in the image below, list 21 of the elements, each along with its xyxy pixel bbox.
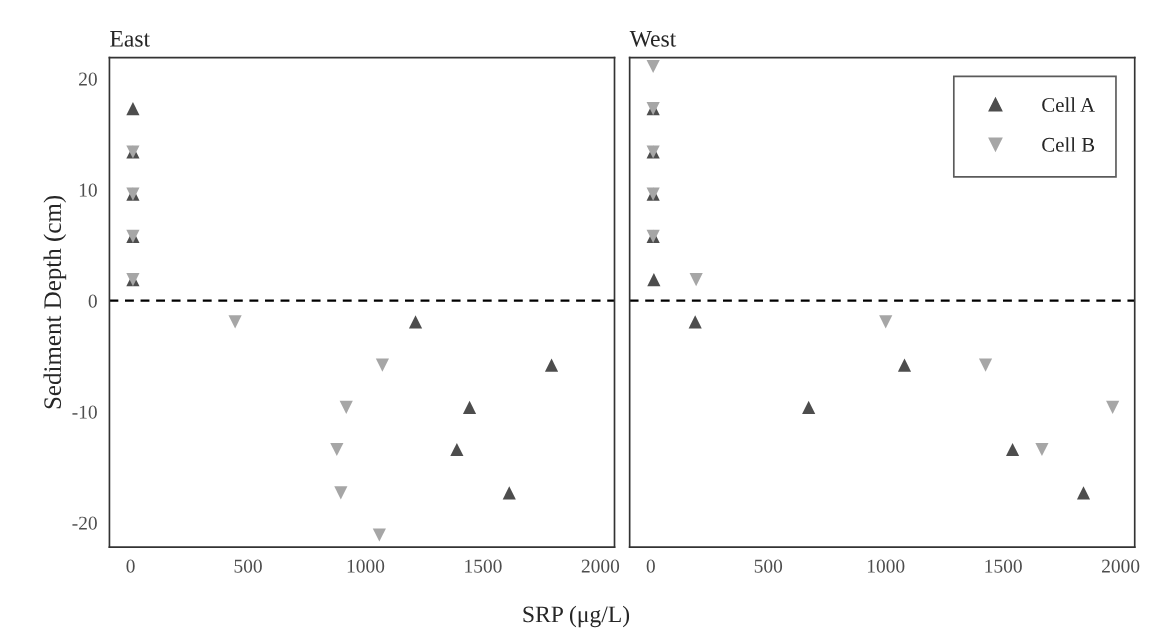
y-tick-label: -10 — [72, 405, 97, 419]
y-tick-label: 10 — [79, 183, 97, 197]
x-tick-label: 1000 — [347, 559, 385, 573]
x-tick-label: 1500 — [985, 559, 1022, 573]
y-tick-label: -20 — [72, 516, 97, 530]
x-tick-label: 0 — [126, 559, 135, 573]
x-tick-label: 2000 — [1102, 559, 1140, 573]
x-tick-label: 500 — [234, 559, 262, 573]
legend-label: Cell B — [1042, 137, 1095, 152]
x-tick-label: 2000 — [581, 559, 620, 573]
y-axis-title: Sediment Depth (cm) — [43, 195, 67, 409]
chart-title: East — [110, 31, 150, 47]
x-tick-label: 0 — [646, 559, 655, 573]
x-tick-label: 1500 — [465, 559, 502, 573]
legend-label: Cell A — [1042, 97, 1095, 112]
y-tick-label: 20 — [79, 72, 97, 86]
x-axis-title: SRP (μg/L) — [523, 605, 630, 628]
chart-title: West — [629, 31, 677, 47]
y-tick-label: 0 — [88, 294, 97, 308]
x-tick-label: 500 — [754, 559, 783, 573]
x-tick-label: 1000 — [867, 559, 905, 573]
